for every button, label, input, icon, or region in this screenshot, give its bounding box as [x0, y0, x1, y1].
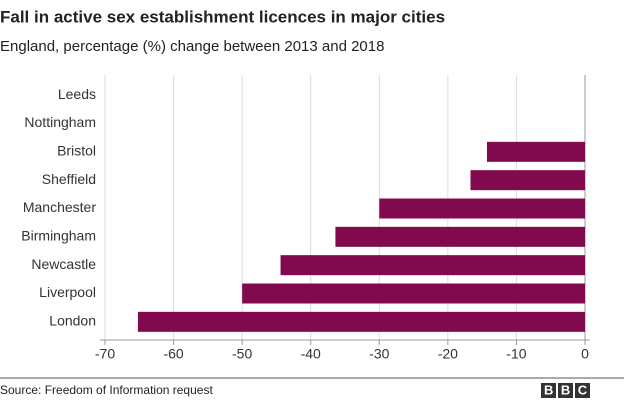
y-tick-label: Sheffield	[42, 171, 96, 187]
y-tick-label: Birmingham	[21, 228, 96, 244]
logo-text: BBC	[544, 382, 595, 397]
x-tick-label: -60	[163, 346, 183, 362]
y-tick-label: Nottingham	[24, 114, 96, 130]
bar	[335, 226, 585, 247]
x-tick-label: 0	[581, 346, 589, 362]
x-tick-label: -10	[506, 346, 526, 362]
x-tick-label: -20	[438, 346, 458, 362]
y-tick-label: Manchester	[23, 199, 96, 215]
x-tick-label: -30	[369, 346, 389, 362]
x-tick-label: -70	[95, 346, 115, 362]
bar	[242, 283, 585, 304]
bar	[486, 141, 585, 162]
y-tick-label: London	[49, 313, 96, 329]
y-tick-label: Leeds	[58, 86, 96, 102]
bbc-logo: BBC	[541, 382, 595, 398]
bar	[379, 198, 585, 219]
x-tick-label: -50	[232, 346, 252, 362]
bar	[470, 170, 585, 191]
bar	[280, 255, 585, 276]
y-tick-label: Newcastle	[31, 256, 96, 272]
source: Source: Freedom of Information request	[0, 383, 213, 397]
chart-subtitle: England, percentage (%) change between 2…	[0, 38, 384, 55]
chart-title: Fall in active sex establishment licence…	[0, 7, 445, 26]
y-tick-label: Bristol	[57, 143, 96, 159]
y-tick-label: Liverpool	[39, 284, 96, 300]
bar	[137, 311, 585, 332]
x-tick-label: -40	[301, 346, 321, 362]
